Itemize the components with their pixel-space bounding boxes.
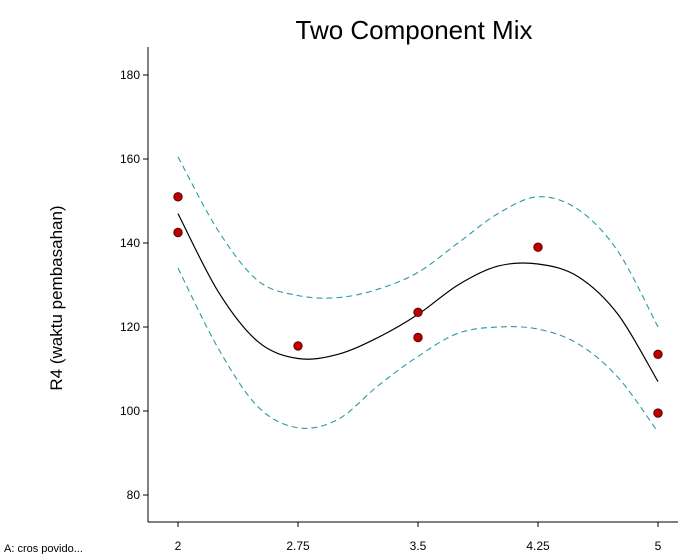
y-tick-label: 140 [120,236,140,250]
y-tick-label: 120 [120,320,140,334]
design-point [413,307,423,317]
x-tick-label: 5 [655,539,662,553]
y-tick-label: 100 [120,404,140,418]
design-point [173,192,183,202]
x-tick-label: 2 [175,539,182,553]
y-tick-label: 180 [120,68,140,82]
curves [177,156,659,433]
design-points [173,192,663,418]
x-axis-factor-label: A: cros povido... [4,543,83,554]
chart-title: Two Component Mix [296,15,533,45]
ci-upper-line [177,156,659,328]
design-point [173,227,183,238]
design-point [533,242,543,252]
y-axis-label: R4 (waktu pembasahan) [47,205,66,390]
x-tick-label: 4.25 [526,539,550,553]
design-point [413,332,423,343]
design-point [293,341,303,351]
axes: 80 100 120 140 160 180 2 2.75 3.5 4.25 5 [120,47,678,553]
design-point [653,408,663,418]
ci-lower-line [177,267,659,433]
design-point [653,349,663,359]
x-tick-label: 2.75 [286,539,310,553]
x-tick-label: 3.5 [410,539,427,553]
y-tick-label: 160 [120,152,140,166]
y-tick-label: 80 [127,488,141,502]
